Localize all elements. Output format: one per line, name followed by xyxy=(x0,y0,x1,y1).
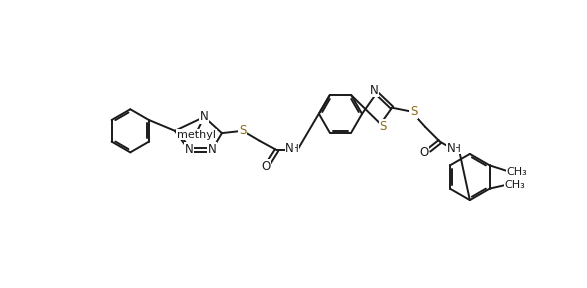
Text: S: S xyxy=(410,105,417,118)
Text: CH₃: CH₃ xyxy=(507,167,527,177)
Text: methyl: methyl xyxy=(177,130,216,140)
Text: CH₃: CH₃ xyxy=(504,180,525,190)
Text: N: N xyxy=(447,142,456,155)
Text: S: S xyxy=(239,124,247,137)
Text: N: N xyxy=(200,111,208,124)
Text: H: H xyxy=(291,143,299,154)
Text: H: H xyxy=(453,143,461,154)
Text: S: S xyxy=(379,120,386,133)
Text: N: N xyxy=(208,143,216,156)
Text: O: O xyxy=(261,160,271,173)
Text: N: N xyxy=(184,143,193,156)
Text: O: O xyxy=(419,146,429,159)
Text: N: N xyxy=(285,142,294,155)
Text: N: N xyxy=(370,84,379,96)
